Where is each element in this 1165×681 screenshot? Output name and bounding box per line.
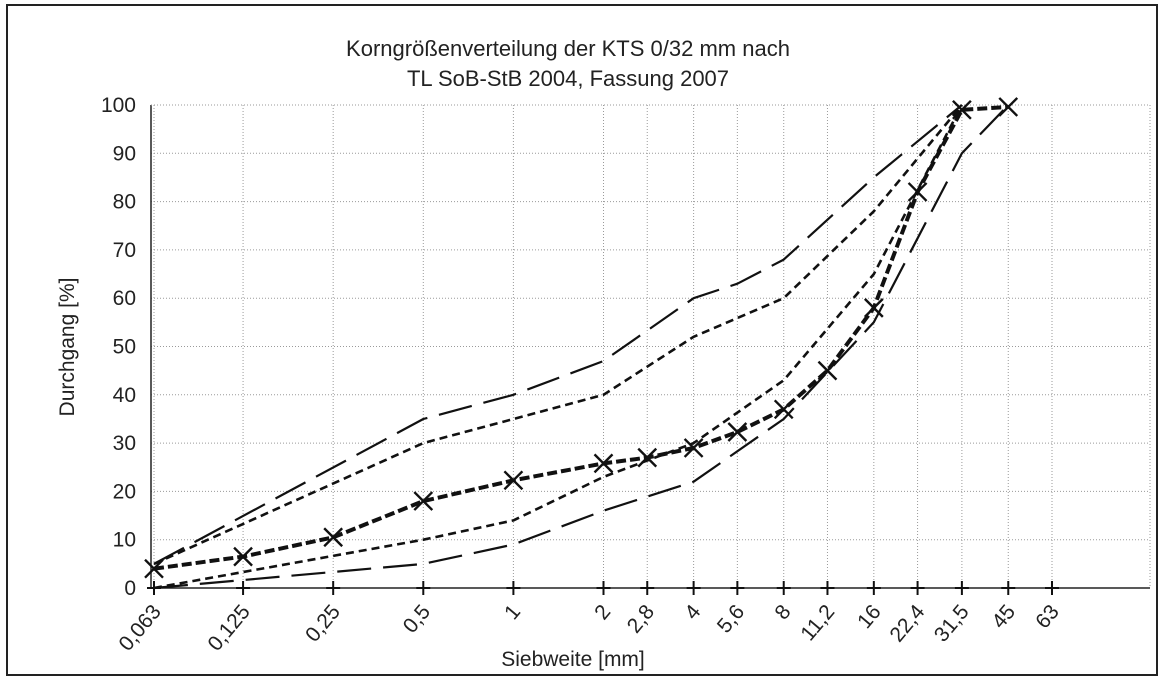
x-marker (907, 182, 928, 202)
x-tick-label: 31,5 (930, 600, 974, 646)
y-tick-label: 30 (113, 432, 136, 455)
x-marker (727, 422, 748, 442)
x-marker (637, 447, 658, 468)
x-tick-label: 0,063 (114, 600, 165, 655)
x-tick-label: 63 (1031, 600, 1064, 633)
baseline-plus-marker (1001, 581, 1016, 595)
x-tick-label: 2,8 (623, 600, 659, 637)
data-markers (144, 97, 1059, 595)
x-tick-label: 0,25 (301, 600, 345, 646)
baseline-plus-marker (910, 581, 925, 595)
x-marker (233, 546, 253, 567)
baseline-plus-marker (776, 581, 791, 595)
y-tick-label: 90 (113, 142, 136, 165)
x-tick-label: 8 (770, 600, 795, 624)
x-axis-label: Siebweite [mm] (501, 648, 645, 671)
x-marker (952, 99, 972, 120)
x-tick-label: 16 (853, 600, 886, 633)
x-tick-label: 2 (590, 600, 615, 624)
baseline-plus-marker (416, 581, 431, 595)
x-marker (323, 527, 344, 548)
chart-frame: Korngrößenverteilung der KTS 0/32 mm nac… (6, 4, 1158, 676)
baseline-plus-marker (640, 581, 655, 595)
y-tick-label: 70 (113, 239, 136, 262)
chart-title: Korngrößenverteilung der KTS 0/32 mm nac… (346, 36, 790, 91)
x-marker (593, 453, 614, 474)
y-tick-label: 80 (113, 191, 136, 214)
grading-curve-chart: Korngrößenverteilung der KTS 0/32 mm nac… (56, 36, 1151, 671)
chart-title-line-1: Korngrößenverteilung der KTS 0/32 mm nac… (346, 36, 790, 61)
x-marker (144, 558, 164, 579)
y-tick-label: 10 (113, 529, 136, 552)
x-marker (863, 298, 884, 318)
baseline-plus-marker (686, 581, 701, 595)
x-marker (817, 360, 838, 381)
baseline-plus-marker (730, 581, 745, 595)
x-marker (683, 438, 704, 458)
x-tick-label: 1 (500, 600, 525, 624)
baseline-plus-marker (1045, 581, 1059, 595)
x-tick-label: 45 (987, 600, 1020, 633)
x-tick-label: 4 (680, 600, 705, 624)
x-marker (998, 97, 1019, 117)
series-line-4 (153, 104, 1010, 590)
baseline-plus-marker (147, 581, 161, 595)
x-tick-label: 11,2 (796, 600, 839, 645)
y-tick-label: 50 (113, 336, 136, 359)
baseline-plus-marker (866, 581, 881, 595)
baseline-plus-marker (236, 581, 251, 595)
series-line-5 (153, 104, 1009, 571)
y-tick-label: 100 (101, 94, 136, 117)
series-line-2 (153, 104, 963, 566)
y-axis-label: Durchgang [%] (56, 278, 79, 417)
y-tick-labels: 0 10 20 30 40 50 60 70 80 90 100 (101, 94, 136, 600)
baseline-plus-marker (596, 581, 611, 595)
baseline-plus-marker (954, 581, 969, 595)
chart-title-line-2: TL SoB-StB 2004, Fassung 2007 (407, 66, 729, 91)
baseline-plus-marker (506, 581, 521, 595)
x-tick-label: 5,6 (713, 600, 749, 637)
series-line-1 (153, 104, 963, 565)
y-tick-label: 40 (113, 384, 136, 407)
y-tick-label: 60 (113, 287, 136, 310)
y-tick-label: 0 (124, 577, 136, 600)
y-tick-label: 20 (113, 480, 136, 503)
x-tick-label: 22,4 (886, 600, 930, 646)
grid-lines (151, 104, 1150, 589)
baseline-plus-marker (820, 581, 835, 595)
x-marker (413, 491, 434, 511)
baseline-plus-marker (326, 581, 341, 595)
series-line-3 (153, 104, 964, 590)
x-tick-label: 0,125 (203, 600, 254, 655)
x-tick-label: 0,5 (399, 600, 435, 637)
x-marker (773, 399, 794, 420)
x-marker (503, 470, 524, 491)
